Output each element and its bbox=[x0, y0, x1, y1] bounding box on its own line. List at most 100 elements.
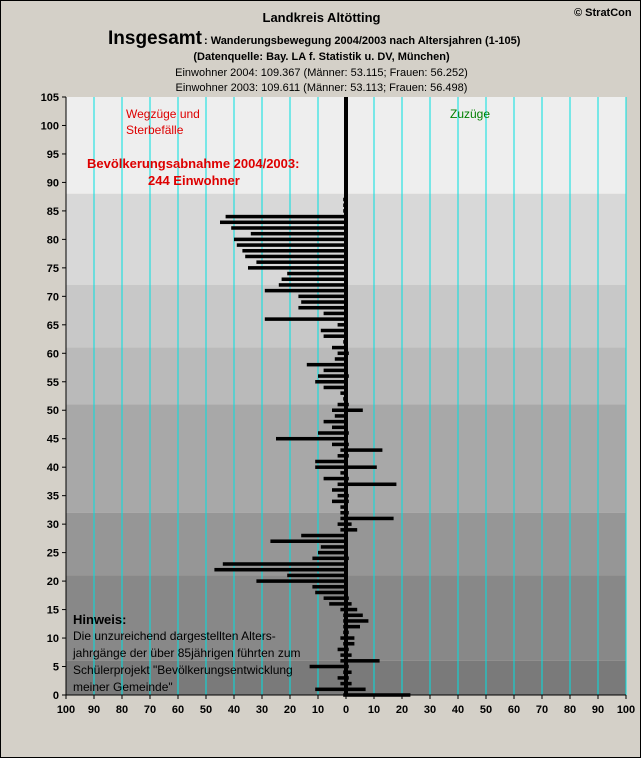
x-tick-label: 50 bbox=[480, 704, 492, 716]
note-line: Schülerprojekt "Bevölkerungsentwicklung bbox=[73, 663, 293, 677]
bar bbox=[320, 328, 346, 333]
bar bbox=[318, 431, 346, 435]
decline-text-1: Bevölkerungsabnahme 2004/2003: bbox=[87, 156, 300, 171]
decline-text-2: 244 Einwohner bbox=[148, 173, 240, 188]
bar bbox=[323, 419, 346, 424]
bar bbox=[323, 311, 346, 316]
bar bbox=[340, 528, 346, 532]
population-2003: Einwohner 2003: 109.611 (Männer: 53.113;… bbox=[175, 82, 468, 94]
bar bbox=[301, 533, 346, 538]
bar bbox=[236, 243, 346, 247]
y-tick-label: 85 bbox=[47, 206, 59, 218]
bar bbox=[287, 271, 346, 276]
bar bbox=[340, 659, 346, 663]
bar bbox=[222, 562, 346, 566]
bar bbox=[346, 624, 360, 629]
bar bbox=[337, 402, 346, 407]
x-tick-label: 70 bbox=[144, 704, 156, 716]
bar bbox=[340, 510, 346, 515]
bar bbox=[334, 414, 346, 418]
bar bbox=[346, 528, 358, 532]
bar bbox=[323, 476, 346, 481]
note-title: Hinweis: bbox=[73, 612, 127, 627]
bar bbox=[248, 266, 346, 270]
y-tick-label: 90 bbox=[47, 177, 59, 189]
bar bbox=[315, 590, 346, 595]
bar bbox=[337, 323, 346, 327]
bar bbox=[340, 448, 346, 452]
bar bbox=[334, 357, 346, 361]
bar bbox=[340, 636, 346, 640]
bar bbox=[323, 596, 346, 600]
bar bbox=[329, 602, 346, 606]
y-tick-label: 10 bbox=[47, 633, 59, 645]
bar bbox=[242, 249, 346, 253]
bar bbox=[276, 436, 346, 441]
bar bbox=[245, 254, 346, 259]
bar bbox=[315, 687, 346, 692]
bar bbox=[315, 459, 346, 464]
bar bbox=[340, 607, 346, 612]
bar bbox=[264, 317, 346, 321]
bar bbox=[337, 493, 346, 498]
bar bbox=[281, 277, 346, 282]
y-tick-label: 65 bbox=[47, 320, 59, 332]
copyright: © StratCon bbox=[574, 7, 632, 19]
y-tick-label: 50 bbox=[47, 405, 59, 417]
bar bbox=[337, 522, 346, 526]
bar bbox=[309, 664, 346, 669]
x-tick-label: 100 bbox=[57, 704, 75, 716]
y-tick-label: 30 bbox=[47, 519, 59, 531]
bar bbox=[318, 550, 346, 555]
y-tick-label: 25 bbox=[47, 548, 59, 560]
bar bbox=[346, 516, 394, 521]
y-tick-label: 60 bbox=[47, 348, 59, 360]
note-line: meiner Gemeinde" bbox=[73, 680, 173, 694]
bar bbox=[337, 351, 346, 356]
x-tick-label: 10 bbox=[368, 704, 380, 716]
bar bbox=[225, 214, 346, 219]
x-tick-label: 50 bbox=[200, 704, 212, 716]
bar bbox=[320, 545, 346, 549]
y-tick-label: 20 bbox=[47, 576, 59, 588]
bar bbox=[346, 641, 355, 646]
subtitle: : Wanderungsbewegung 2004/2003 nach Alte… bbox=[204, 35, 521, 47]
bar bbox=[298, 305, 346, 310]
y-tick-label: 75 bbox=[47, 263, 59, 275]
bar bbox=[346, 448, 383, 452]
bar bbox=[323, 385, 346, 390]
y-tick-label: 0 bbox=[53, 690, 59, 702]
bar bbox=[264, 288, 346, 293]
x-tick-label: 90 bbox=[88, 704, 100, 716]
bar bbox=[346, 408, 363, 413]
bar bbox=[323, 334, 346, 338]
y-tick-label: 95 bbox=[47, 149, 59, 161]
y-tick-label: 70 bbox=[47, 291, 59, 303]
bar bbox=[346, 602, 352, 606]
y-tick-label: 100 bbox=[41, 120, 59, 132]
x-tick-label: 100 bbox=[617, 704, 635, 716]
bar bbox=[256, 579, 346, 583]
note-line: Die unzureichend dargestellten Alters- bbox=[73, 629, 276, 643]
x-tick-label: 30 bbox=[424, 704, 436, 716]
region-title: Landkreis Altötting bbox=[262, 10, 381, 25]
bar bbox=[340, 516, 346, 521]
y-tick-label: 15 bbox=[47, 605, 59, 617]
x-tick-label: 30 bbox=[256, 704, 268, 716]
bar bbox=[340, 471, 346, 475]
bar bbox=[346, 482, 397, 487]
label-inflow: Zuzüge bbox=[450, 107, 491, 121]
bar bbox=[301, 300, 346, 304]
label-outflow-2: Sterbefälle bbox=[126, 123, 184, 137]
bar bbox=[315, 379, 346, 384]
x-tick-label: 20 bbox=[284, 704, 296, 716]
bar bbox=[332, 345, 346, 350]
y-tick-label: 35 bbox=[47, 491, 59, 503]
bar bbox=[346, 636, 355, 640]
x-tick-label: 60 bbox=[172, 704, 184, 716]
y-tick-label: 105 bbox=[41, 92, 59, 104]
bar bbox=[234, 237, 346, 242]
bar bbox=[337, 647, 346, 652]
y-tick-label: 55 bbox=[47, 377, 59, 389]
